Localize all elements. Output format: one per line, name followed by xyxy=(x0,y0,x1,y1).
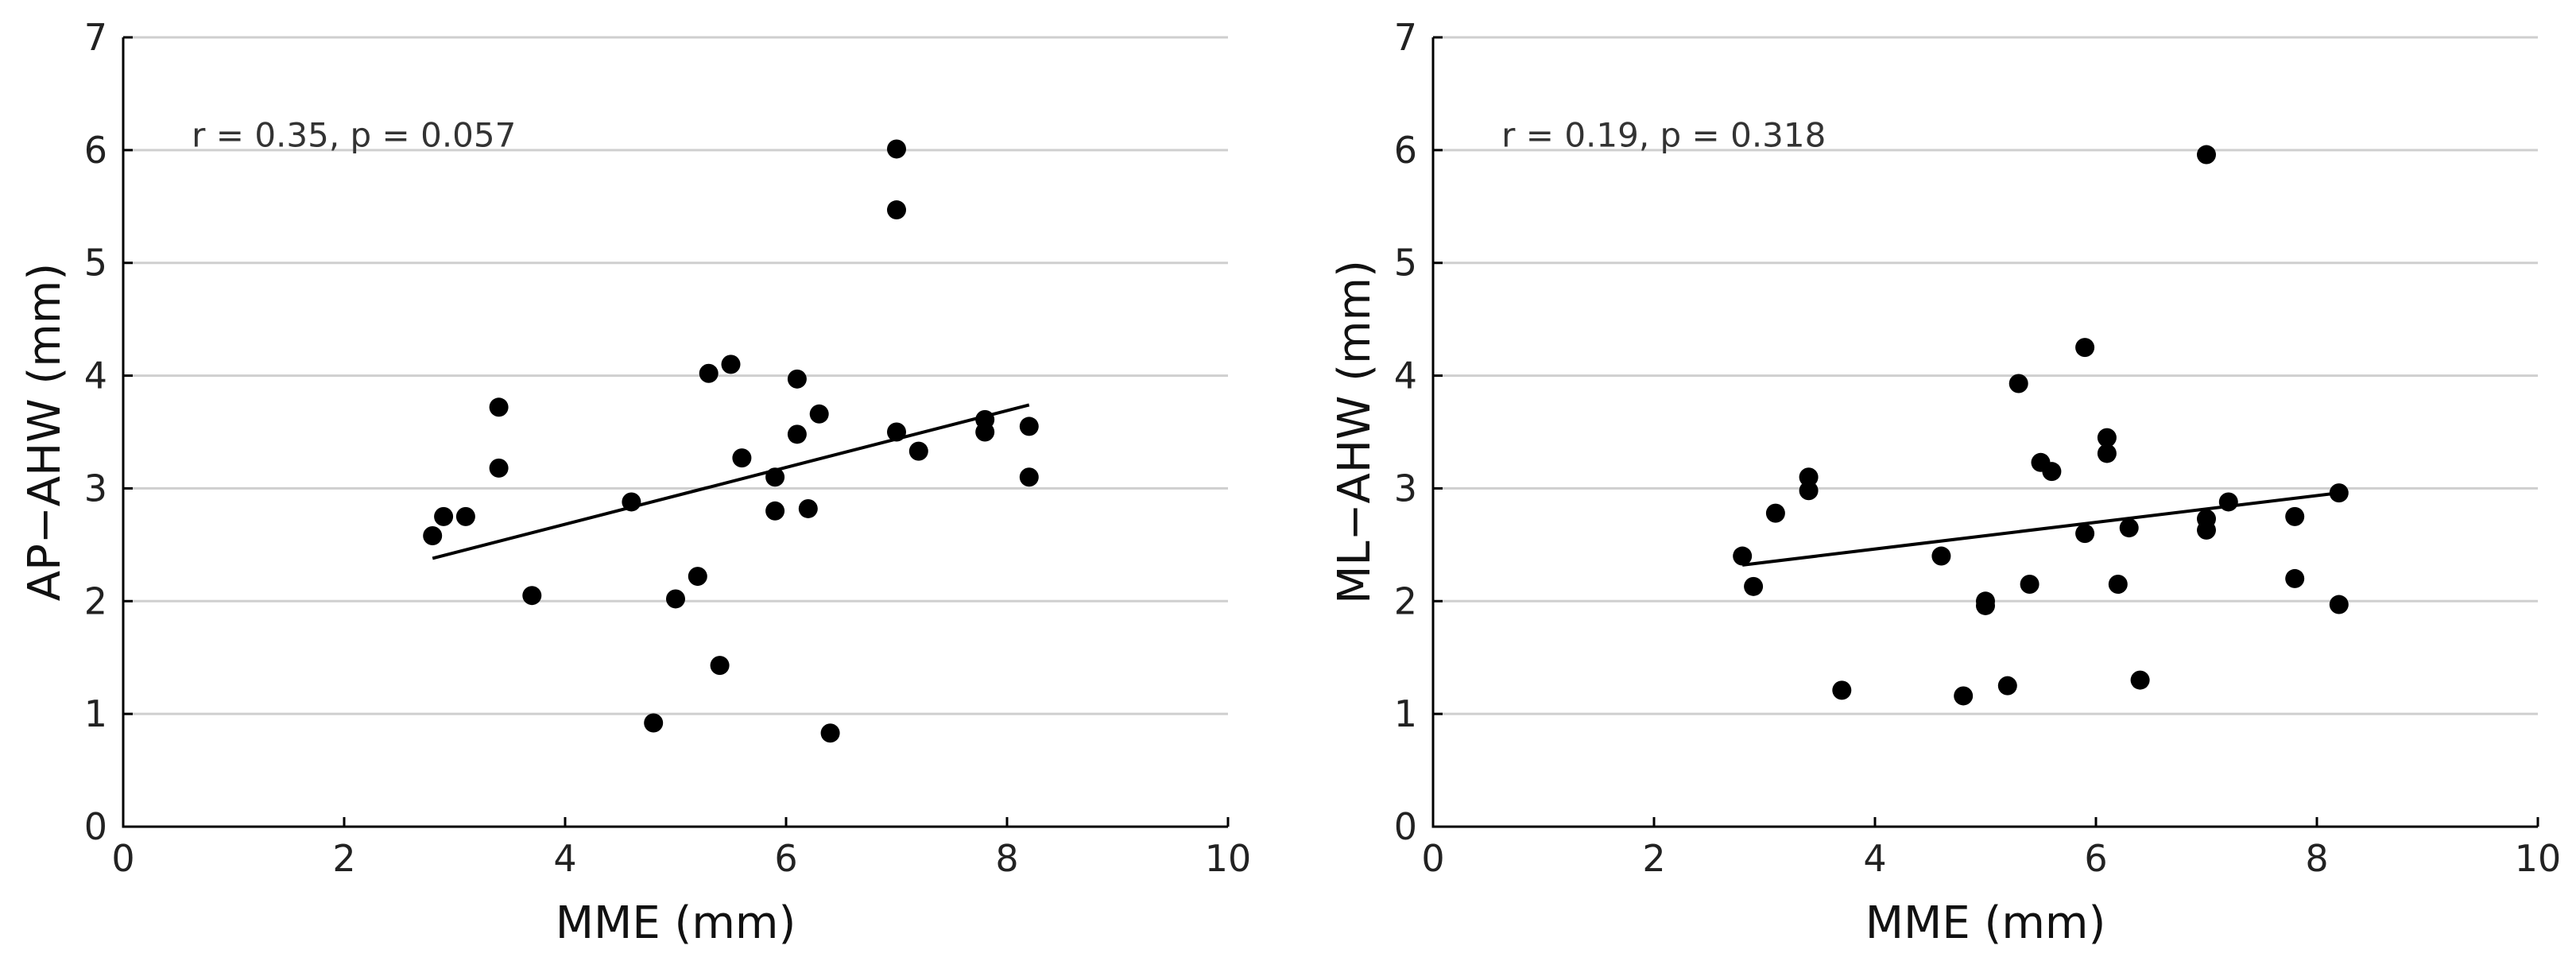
data-point xyxy=(2197,520,2216,540)
x-tick-label: 2 xyxy=(1642,837,1665,880)
data-point xyxy=(2218,492,2238,512)
data-point xyxy=(2108,575,2128,595)
data-point xyxy=(710,656,730,676)
data-point xyxy=(809,404,829,424)
data-point xyxy=(2130,670,2150,690)
x-axis-title: MME (mm) xyxy=(1865,897,2106,949)
y-tick-label: 4 xyxy=(84,355,107,397)
x-tick-label: 8 xyxy=(2305,837,2328,880)
data-point xyxy=(2285,506,2305,526)
data-point xyxy=(2042,462,2062,482)
data-point xyxy=(1744,576,1764,596)
left-scatter-panel: 0 1 2 3 4 5 6 7 0 2 4 6 8 10 MME (mm) AP−AHW (mm) r = 0.… xyxy=(19,16,1251,949)
data-point xyxy=(1799,467,1819,487)
x-tick-label: 6 xyxy=(774,837,797,880)
data-point xyxy=(887,139,906,159)
data-point xyxy=(787,424,807,444)
data-point xyxy=(455,506,475,526)
x-tick-label: 4 xyxy=(1863,837,1886,880)
data-point xyxy=(1997,676,2017,696)
axis-spine xyxy=(1431,37,2538,828)
data-point xyxy=(1931,546,1951,566)
data-point xyxy=(765,501,785,521)
data-point xyxy=(2020,575,2039,595)
data-point xyxy=(1019,467,1039,487)
regression-line xyxy=(1741,491,2340,567)
y-tick-label: 2 xyxy=(84,579,107,622)
data-point xyxy=(765,467,785,487)
correlation-annotation: r = 0.19, p = 0.318 xyxy=(1501,116,1826,155)
data-point xyxy=(2097,428,2117,448)
x-tick-label: 6 xyxy=(2084,837,2107,880)
data-point xyxy=(434,506,454,526)
y-tick-label: 0 xyxy=(1394,805,1417,848)
data-point xyxy=(1733,546,1753,566)
y-tick-label: 4 xyxy=(1394,355,1417,397)
data-point xyxy=(666,589,685,609)
x-tick-label: 8 xyxy=(995,837,1018,880)
y-tick-label: 5 xyxy=(84,242,107,285)
y-axis-title: ML−AHW (mm) xyxy=(1329,260,1381,604)
data-point xyxy=(787,369,807,389)
data-point xyxy=(699,363,719,383)
x-tick-label: 0 xyxy=(1421,837,1444,880)
y-axis-title: AP−AHW (mm) xyxy=(19,263,71,601)
right-scatter-panel: 0 1 2 3 4 5 6 7 0 2 4 6 8 10 MME (mm) ML−AHW (mm) r = 0.… xyxy=(1329,16,2561,949)
y-tick-label: 0 xyxy=(84,805,107,848)
data-point xyxy=(887,200,906,220)
data-point xyxy=(820,723,840,743)
x-tick-label: 10 xyxy=(1205,837,1252,880)
data-point xyxy=(1799,481,1819,501)
data-point xyxy=(1954,686,1974,706)
x-tick-label: 4 xyxy=(553,837,576,880)
regression-line xyxy=(432,403,1030,560)
data-point xyxy=(2329,595,2349,614)
data-point xyxy=(2197,145,2216,165)
data-point xyxy=(975,422,995,442)
y-tick-label: 5 xyxy=(1394,242,1417,285)
x-tick-label: 0 xyxy=(111,837,134,880)
data-point xyxy=(1765,503,1785,523)
data-point xyxy=(489,458,509,478)
data-point xyxy=(1832,680,1852,700)
data-point xyxy=(423,526,443,546)
data-point xyxy=(887,422,906,442)
y-tick-label: 1 xyxy=(1394,692,1417,735)
data-point xyxy=(2119,518,2139,538)
data-point xyxy=(732,448,752,468)
y-tick-label: 2 xyxy=(1394,579,1417,622)
data-point xyxy=(798,498,818,518)
x-axis-title: MME (mm) xyxy=(556,897,796,949)
data-point xyxy=(1019,417,1039,436)
y-tick-label: 3 xyxy=(1394,467,1417,510)
y-tick-label: 6 xyxy=(1394,129,1417,172)
data-point xyxy=(908,441,928,461)
y-tick-label: 7 xyxy=(84,16,107,59)
data-point xyxy=(2097,444,2117,463)
data-point xyxy=(2329,483,2349,503)
data-point xyxy=(688,567,707,587)
x-tick-label: 10 xyxy=(2515,837,2562,880)
data-point xyxy=(644,713,664,733)
data-point xyxy=(2285,568,2305,588)
axis-spine xyxy=(122,37,1228,828)
data-point xyxy=(2075,524,2095,544)
y-tick-label: 6 xyxy=(84,129,107,172)
data-point xyxy=(1976,595,1995,615)
data-point xyxy=(2009,374,2028,393)
correlation-annotation: r = 0.35, p = 0.057 xyxy=(192,116,516,155)
data-point xyxy=(622,492,641,512)
y-tick-label: 7 xyxy=(1394,16,1417,59)
y-tick-label: 1 xyxy=(84,692,107,735)
data-point xyxy=(522,586,542,606)
y-tick-label: 3 xyxy=(84,467,107,510)
data-point xyxy=(489,397,509,417)
data-point xyxy=(2075,338,2095,358)
data-point xyxy=(721,355,741,374)
x-tick-label: 2 xyxy=(332,837,355,880)
